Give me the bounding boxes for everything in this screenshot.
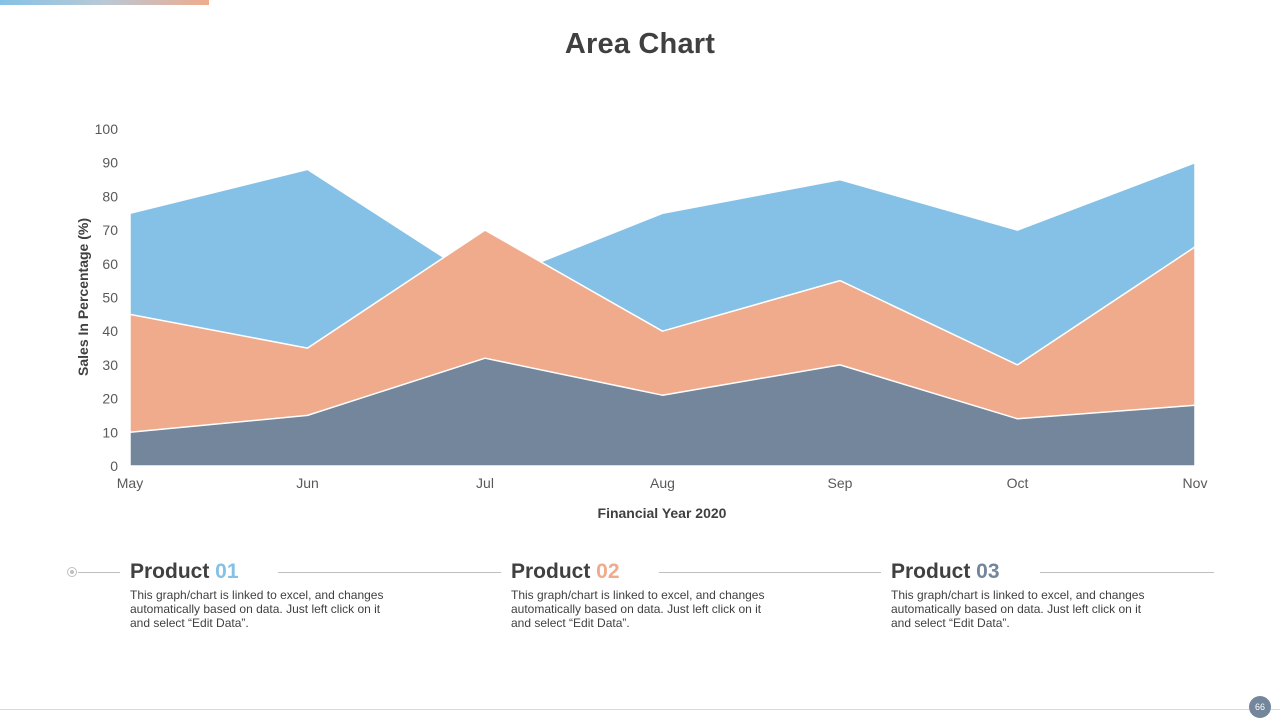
x-tick-label: May [117,475,143,491]
footer-divider [0,709,1280,710]
y-axis-ticks: 0 10 20 30 40 50 60 70 80 90 100 [95,121,119,474]
product-description: This graph/chart is linked to excel, and… [511,588,765,630]
product-label: Product [511,560,597,583]
top-accent-bar [0,0,209,5]
x-axis-label: Financial Year 2020 [598,505,727,521]
product-heading: Product 02 [511,560,811,584]
product-legend-2: Product 02 This graph/chart is linked to… [511,560,811,630]
y-tick-label: 60 [102,256,118,272]
product-label: Product [891,560,977,583]
product-number: 03 [976,560,1000,583]
x-tick-label: Oct [1007,475,1029,491]
x-tick-label: Jul [476,475,494,491]
product-number: 02 [596,560,620,583]
y-tick-label: 50 [102,290,118,306]
product-number: 01 [215,560,239,583]
y-axis-label: Sales In Percentage (%) [75,218,91,376]
product-heading: Product 01 [130,560,430,584]
slide-title: Area Chart [564,28,716,60]
divider-line [278,572,501,573]
y-tick-label: 0 [110,458,118,474]
timeline-marker-icon [67,567,77,577]
divider-line [659,572,881,573]
y-tick-label: 30 [102,357,118,373]
product-description: This graph/chart is linked to excel, and… [130,588,384,630]
x-tick-label: Jun [296,475,319,491]
product-label: Product [130,560,216,583]
product-legend-1: Product 01 This graph/chart is linked to… [130,560,430,630]
area-series-3 [129,357,1196,467]
product-description: This graph/chart is linked to excel, and… [891,588,1145,630]
y-tick-label: 70 [102,222,118,238]
y-tick-label: 100 [95,121,119,137]
y-tick-label: 10 [102,424,118,440]
page-number-badge: 66 [1249,696,1271,718]
divider-line [1040,572,1214,573]
y-tick-label: 90 [102,155,118,171]
y-tick-label: 20 [102,391,118,407]
product-legend-3: Product 03 This graph/chart is linked to… [891,560,1191,630]
x-axis-ticks: May Jun Jul Aug Sep Oct Nov [117,475,1208,491]
chart-areas [129,161,1196,467]
x-tick-label: Nov [1183,475,1208,491]
divider-line [78,572,120,573]
x-tick-label: Sep [828,475,853,491]
product-heading: Product 03 [891,560,1191,584]
y-tick-label: 80 [102,188,118,204]
y-tick-label: 40 [102,323,118,339]
x-tick-label: Aug [650,475,675,491]
